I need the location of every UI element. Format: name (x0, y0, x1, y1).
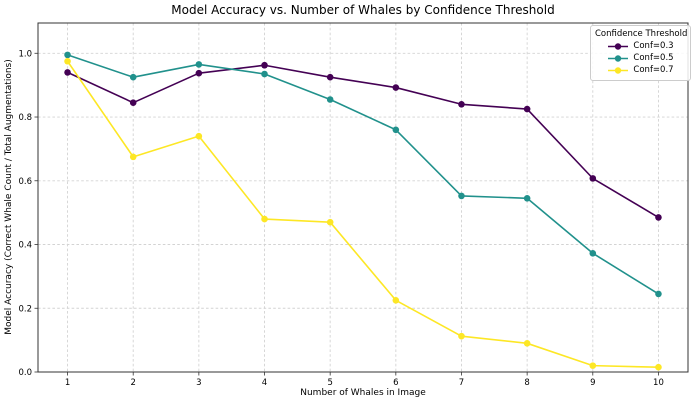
x-axis: 1 2 3 4 5 6 7 8 9 10 (65, 372, 664, 388)
legend-line-marker-icon (607, 42, 629, 51)
data-point-marker (589, 249, 597, 257)
x-tick-label: 6 (393, 378, 398, 388)
legend-entry: Conf=0.3 (595, 40, 686, 52)
data-point-marker (261, 70, 268, 78)
legend-title: Confidence Threshold (595, 29, 688, 39)
series-line (67, 54, 659, 295)
series-conf-0-5 (64, 51, 662, 298)
y-tick-label: 0.6 (18, 177, 32, 187)
x-tick-label: 9 (590, 378, 595, 388)
x-axis-label: Number of Whales in Image (300, 388, 426, 398)
legend-line-marker-icon (607, 54, 629, 63)
data-point-marker (392, 84, 400, 91)
data-point-marker (64, 69, 71, 76)
series-line (67, 64, 659, 219)
data-point-marker (655, 290, 662, 298)
data-point-marker (523, 340, 531, 347)
data-point-marker (458, 100, 465, 108)
data-point-marker (195, 61, 203, 68)
series-conf-0-3 (64, 61, 662, 221)
series-line (66, 60, 659, 369)
series-conf-0-7 (64, 57, 662, 371)
x-tick-label: 10 (653, 378, 664, 388)
data-point-marker (392, 126, 400, 134)
data-point-marker (523, 194, 531, 202)
data-point-marker (589, 175, 597, 182)
legend-entry: Conf=0.7 (595, 64, 686, 76)
legend-line-marker-icon (607, 66, 629, 75)
x-tick-label: 3 (196, 378, 201, 388)
y-tick-label: 0.2 (18, 304, 32, 314)
y-axis: 0.0 0.2 0.4 0.6 0.8 1.0 (18, 49, 38, 378)
y-tick-label: 0.8 (18, 113, 32, 123)
data-point-marker (129, 73, 137, 81)
plot-border (37, 22, 689, 373)
data-point-marker (326, 73, 334, 81)
legend-entry: Conf=0.5 (595, 52, 686, 64)
x-tick-label: 2 (130, 378, 135, 388)
data-point-marker (655, 214, 662, 221)
legend-entries: Conf=0.3 Conf=0.5 Conf=0.7 (595, 40, 686, 76)
data-point-marker (195, 132, 203, 140)
legend-entry-label: Conf=0.7 (633, 65, 674, 75)
y-axis-label: Model Accuracy (Correct Whale Count / To… (4, 59, 14, 335)
x-tick-label: 1 (65, 378, 70, 388)
y-tick-label: 0.4 (18, 241, 32, 251)
data-point-marker (261, 215, 268, 223)
data-point-marker (64, 57, 71, 65)
x-tick-label: 5 (327, 378, 332, 388)
legend: Confidence Threshold Conf=0.3 Conf=0.5 Con… (590, 25, 691, 81)
data-point-marker (458, 192, 465, 200)
x-tick-label: 8 (524, 378, 529, 388)
x-tick-label: 4 (262, 378, 267, 388)
data-point-marker (326, 218, 334, 226)
data-point-marker (326, 96, 334, 103)
legend-entry-label: Conf=0.3 (633, 41, 674, 51)
data-point-marker (458, 332, 465, 340)
data-point-marker (261, 61, 268, 69)
y-tick-label: 1.0 (18, 49, 32, 59)
data-point-marker (64, 51, 71, 59)
data-point-marker (655, 363, 662, 371)
x-tick-label: 7 (459, 378, 464, 388)
data-point-marker (129, 153, 137, 161)
chart-title: Model Accuracy vs. Number of Whales by C… (171, 3, 555, 17)
data-point-marker (129, 99, 137, 106)
data-point-marker (195, 69, 203, 77)
y-tick-label: 0.0 (18, 368, 32, 378)
data-point-marker (589, 362, 597, 369)
data-point-marker (523, 105, 531, 113)
data-point-marker (392, 296, 400, 304)
legend-entry-label: Conf=0.5 (633, 53, 674, 63)
